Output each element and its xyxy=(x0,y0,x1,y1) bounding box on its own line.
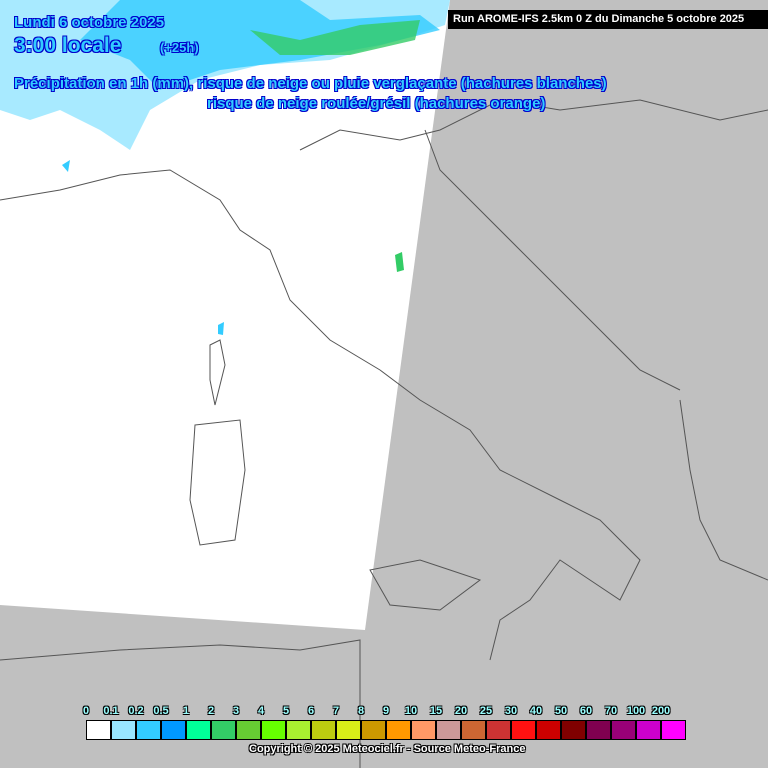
legend-color-swatch xyxy=(361,720,386,740)
legend-color-swatch xyxy=(386,720,411,740)
legend-label: 7 xyxy=(332,705,340,717)
forecast-date: Lundi 6 octobre 2025 xyxy=(14,14,165,31)
legend-color-swatch xyxy=(486,720,511,740)
legend-label: 0 xyxy=(82,705,90,717)
legend-color-swatch xyxy=(661,720,686,740)
legend-label: 70 xyxy=(604,705,618,717)
legend-color-swatch xyxy=(161,720,186,740)
legend-label: 0.5 xyxy=(153,705,169,717)
precipitation-areas xyxy=(0,0,450,335)
legend-label: 100 xyxy=(626,705,646,717)
legend-color-swatch xyxy=(261,720,286,740)
legend-color-swatch xyxy=(136,720,161,740)
legend-label: 20 xyxy=(454,705,468,717)
lead-time: (+25h) xyxy=(160,40,199,55)
legend-color-swatch xyxy=(186,720,211,740)
legend-color-swatch xyxy=(586,720,611,740)
map-description-line2: risque de neige roulée/grésil (hachures … xyxy=(207,95,546,112)
legend-label: 50 xyxy=(554,705,568,717)
legend-label: 8 xyxy=(357,705,365,717)
legend-label: 3 xyxy=(232,705,240,717)
legend-label: 2 xyxy=(207,705,215,717)
legend-label: 4 xyxy=(257,705,265,717)
legend-label: 30 xyxy=(504,705,518,717)
legend-color-swatch xyxy=(311,720,336,740)
legend-color-swatch xyxy=(611,720,636,740)
legend-color-swatch xyxy=(286,720,311,740)
model-run-label: Run AROME-IFS 2.5km 0 Z du Dimanche 5 oc… xyxy=(448,10,768,29)
legend-color-swatch xyxy=(111,720,136,740)
legend-color-swatch xyxy=(86,720,111,740)
legend-label: 6 xyxy=(307,705,315,717)
legend-label: 60 xyxy=(579,705,593,717)
legend-color-swatch xyxy=(461,720,486,740)
borders-coastlines xyxy=(0,99,768,768)
legend-label: 10 xyxy=(404,705,418,717)
legend-label: 0.1 xyxy=(103,705,119,717)
legend-color-swatch xyxy=(511,720,536,740)
legend-color-swatch xyxy=(561,720,586,740)
legend-color-swatch xyxy=(336,720,361,740)
legend-label: 0.2 xyxy=(128,705,144,717)
model-domain xyxy=(0,0,450,630)
legend-color-swatch xyxy=(436,720,461,740)
copyright: Copyright © 2025 Meteociel.fr - Source M… xyxy=(249,743,526,755)
legend-label: 40 xyxy=(529,705,543,717)
legend-color-swatch xyxy=(636,720,661,740)
legend-color-swatch xyxy=(211,720,236,740)
forecast-time: 3:00 locale xyxy=(14,34,122,57)
legend-label: 5 xyxy=(282,705,290,717)
legend-label: 1 xyxy=(182,705,190,717)
legend-label: 15 xyxy=(429,705,443,717)
legend-color-swatch xyxy=(411,720,436,740)
legend-color-swatch xyxy=(536,720,561,740)
legend-label: 200 xyxy=(651,705,671,717)
legend-label: 25 xyxy=(479,705,493,717)
map-description-line1: Précipitation en 1h (mm), risque de neig… xyxy=(14,75,607,92)
legend-color-swatch xyxy=(236,720,261,740)
legend-label: 9 xyxy=(382,705,390,717)
